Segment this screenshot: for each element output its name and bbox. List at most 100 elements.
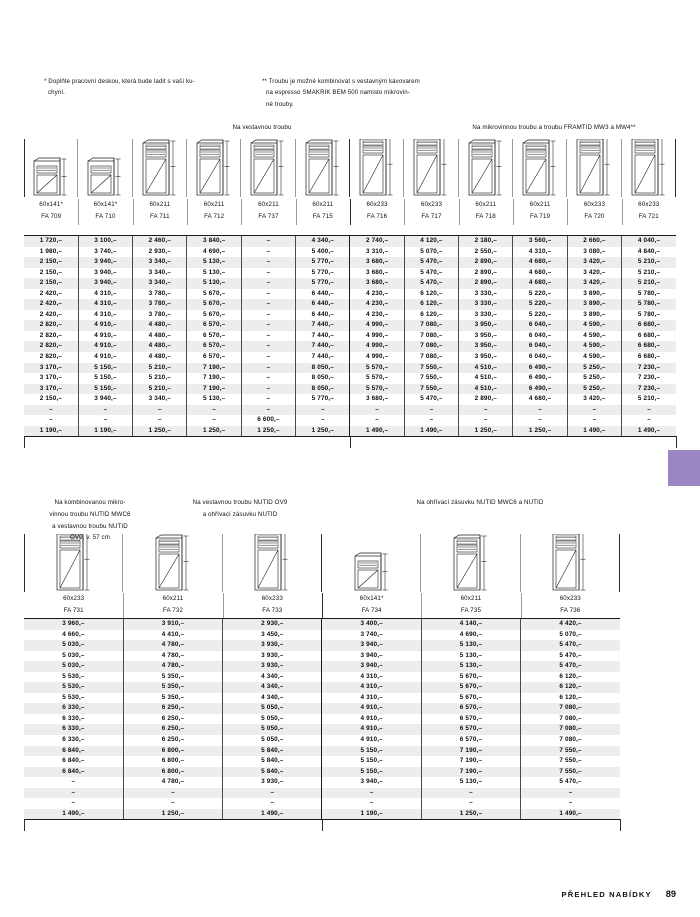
price-cell: 5 130,– [186, 278, 242, 289]
price-cell: 6 120,– [403, 309, 459, 321]
price-cell: 5 210,– [621, 394, 676, 405]
caption-line: vinnou troubu NUTID MWC6 [49, 510, 131, 518]
price-row: 6 330,– 6 250,– 5 050,– 4 910,– 6 570,– 7 080… [24, 703, 620, 714]
price-cell: 6 490,– [512, 373, 568, 384]
price-row: 1 190,– 1 190,– 1 250,– 1 250,– 1 250,– 1 250… [24, 425, 676, 437]
price-cell: 5 670,– [420, 671, 521, 683]
column-article-code: FA 734 [361, 606, 382, 614]
column-article-code: FA 715 [312, 212, 333, 220]
price-cell: 6 120,– [520, 671, 620, 683]
price-cell: 3 340,– [132, 267, 187, 279]
price-cell: 4 990,– [349, 320, 405, 331]
price-cell: – [132, 415, 187, 426]
section1-price-table: 1 720,– 3 100,– 2 460,– 3 840,– – 4 340,– 2 74… [24, 236, 676, 437]
price-cell: 7 190,– [186, 362, 242, 374]
price-cell: – [349, 404, 405, 416]
column-dimension: 60x141* [39, 201, 64, 208]
price-cell: 8 050,– [295, 383, 350, 395]
price-cell: 5 840,– [222, 756, 322, 767]
price-cell: 1 190,– [321, 808, 422, 820]
price-cell: 3 940,– [321, 650, 422, 662]
price-cell: 5 050,– [222, 703, 322, 714]
price-cell: – [240, 362, 296, 374]
column-dimension: 60x211 [460, 595, 482, 602]
price-cell: 4 140,– [420, 619, 521, 630]
caption-line: a ohřívací zásuvku NUTID [202, 510, 278, 518]
section2-group-label-warming: Na ohřívací zásuvku NUTID MWC6 a NUTID [340, 497, 620, 509]
price-cell: – [321, 798, 422, 809]
section2-group-label-combi: Na kombinovanou mikro-vinnou troubu NUTI… [24, 497, 156, 544]
column-header-fa-736: 60x233 FA 736 [520, 593, 620, 619]
column-header-fa-717: 60x233 FA 717 [404, 199, 458, 225]
price-cell: 6 600,– [240, 415, 296, 426]
footnote-oven-line2: na espresso SMAKRIK BEM 500 namisto mikr… [266, 89, 410, 97]
price-cell: 3 420,– [566, 394, 622, 405]
price-row: 6 840,– 6 800,– 5 840,– 5 150,– 7 190,– 7 550… [24, 766, 620, 778]
cabinet-illustration [513, 139, 568, 197]
price-cell: – [240, 309, 296, 321]
price-cell: 6 120,– [403, 288, 459, 300]
price-cell: 6 120,– [520, 682, 620, 693]
column-article-code: FA 731 [63, 606, 84, 614]
price-cell: 2 820,– [39, 331, 63, 339]
column-article-code: FA 732 [162, 606, 184, 614]
column-divider [404, 199, 406, 225]
column-dimension: 60x211 [312, 201, 334, 208]
price-cell: 6 330,– [24, 703, 124, 714]
price-cell: 6 840,– [62, 757, 85, 765]
price-cell: 5 770,– [295, 394, 350, 405]
price-cell: 4 910,– [321, 713, 422, 725]
price-row: 1 490,– 1 250,– 1 490,– 1 190,– 1 250,– 1 490… [24, 808, 620, 820]
price-cell: 3 890,– [566, 309, 622, 321]
price-cell: 4 910,– [321, 724, 422, 736]
price-cell: – [621, 404, 676, 416]
column-article-code: FA 733 [262, 606, 283, 614]
price-cell: 3 740,– [321, 629, 422, 641]
footnote-worktop-line2: chyní. [48, 89, 65, 97]
price-cell: 1 720,– [24, 236, 79, 247]
column-divider [350, 436, 351, 448]
price-row: 6 330,– 6 250,– 5 050,– 4 910,– 6 570,– 7 080… [24, 735, 620, 746]
price-cell: 5 130,– [186, 394, 242, 405]
price-cell: 4 990,– [349, 330, 405, 342]
column-header-fa-731: 60x233 FA 731 [24, 593, 123, 619]
price-cell: 4 590,– [566, 341, 622, 353]
price-cell: 3 890,– [566, 288, 622, 300]
price-cell: 5 570,– [349, 362, 405, 374]
price-cell: 6 570,– [186, 330, 242, 342]
price-cell: 6 440,– [295, 309, 350, 321]
footnote-oven-line1: ** Troubu je možné kombinovat s vestavný… [262, 78, 420, 85]
price-cell: 1 250,– [186, 425, 242, 437]
price-cell: 4 230,– [349, 299, 405, 310]
price-cell: 2 420,– [39, 289, 63, 297]
price-cell: 5 050,– [222, 735, 322, 746]
column-article-code: FA 711 [149, 212, 170, 220]
price-cell: 7 190,– [186, 373, 242, 384]
price-cell: 4 910,– [77, 352, 133, 363]
price-cell: 5 150,– [321, 745, 422, 757]
price-cell: 5 530,– [24, 682, 124, 693]
price-cell: 7 080,– [403, 330, 459, 342]
price-row: 2 820,– 4 910,– 4 480,– 6 570,– –7 440,– 4 99… [24, 330, 676, 342]
price-cell: 3 940,– [321, 661, 422, 672]
price-cell: 5 350,– [122, 692, 223, 704]
price-cell: – [295, 404, 350, 416]
page-section-tab [668, 450, 700, 486]
column-dimension: 60x233 [559, 595, 581, 602]
column-divider [620, 819, 621, 831]
price-cell: – [132, 404, 187, 416]
price-cell: 1 490,– [520, 808, 620, 820]
price-cell: 4 780,– [122, 661, 223, 672]
price-cell: – [458, 415, 513, 426]
price-cell: 7 550,– [520, 756, 620, 767]
price-cell: – [621, 415, 676, 426]
column-article-code: FA 709 [41, 212, 62, 220]
column-article-code: FA 737 [258, 212, 279, 220]
price-cell: 6 570,– [420, 724, 521, 736]
caption-line: Na kombinovanou mikro- [54, 499, 126, 506]
cabinet-illustration [521, 534, 620, 592]
price-row: 2 150,– 3 940,– 3 340,– 5 130,– –5 770,– 3 68… [24, 394, 676, 405]
price-row: – – – – – – [24, 787, 620, 799]
price-cell: – [240, 299, 296, 310]
section2-group-label-oven: Na vestavnou troubu NUTID OV9 a ohřívací … [152, 497, 328, 521]
